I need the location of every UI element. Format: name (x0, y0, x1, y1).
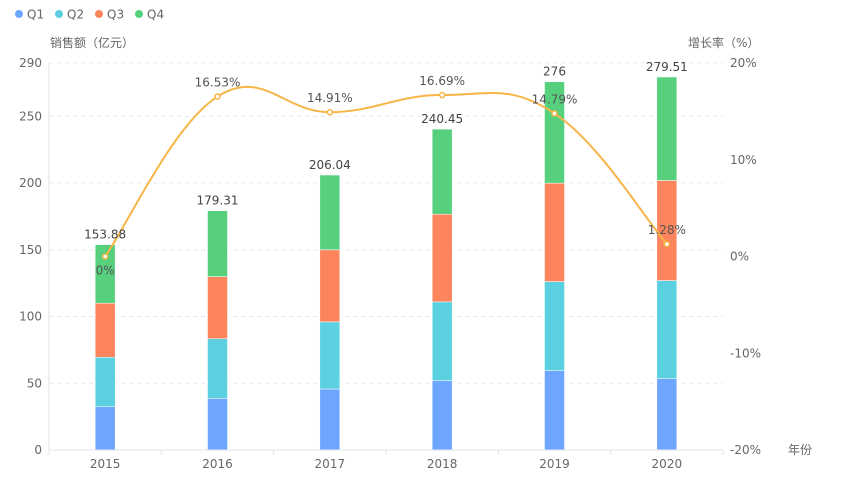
bar-q3-2016 (207, 276, 228, 339)
bar-q1-2017 (319, 388, 341, 451)
bar-q2-2016 (207, 338, 228, 399)
bar-q3-2015 (94, 302, 116, 358)
legend: Q1 Q2 Q3 Q4 (15, 8, 164, 22)
legend-label-q1: Q1 (27, 8, 44, 22)
bar-total-label: 279.51 (646, 60, 688, 74)
legend-marker-q1 (15, 10, 23, 18)
bar-q3-2017 (319, 249, 341, 323)
y-axis-right-title: 增长率（%） (688, 35, 759, 50)
bar-q2-2017 (319, 321, 341, 390)
x-tick-label: 2020 (652, 457, 683, 471)
y-right-tick-label: -20% (730, 443, 761, 457)
y-tick-label: 100 (19, 310, 42, 324)
y-right-tick-label: -10% (730, 346, 761, 360)
growth-rate-label: 14.91% (307, 91, 353, 105)
bar-q2-2018 (431, 301, 453, 381)
bar-total-label: 240.45 (421, 112, 463, 126)
growth-rate-label: 1.28% (648, 223, 686, 237)
bar-q1-2020 (656, 378, 678, 451)
legend-marker-q4 (135, 10, 143, 18)
bar-q3-2019 (544, 182, 565, 282)
x-tick-label: 2015 (90, 457, 121, 471)
x-tick-label: 2019 (539, 457, 570, 471)
bar-q4-2018 (431, 128, 453, 215)
bar-q1-2018 (431, 380, 453, 451)
bar-q4-2019 (544, 81, 565, 184)
x-axis-title: 年份 (788, 443, 812, 457)
growth-rate-label: 0% (96, 264, 115, 278)
bar-q3-2018 (431, 213, 453, 303)
y-right-tick-label: 0% (730, 250, 749, 264)
growth-rate-point-2016 (214, 93, 221, 100)
y-right-tick-label: 10% (730, 153, 757, 167)
y-tick-label: 0 (34, 443, 42, 457)
bar-total-label: 206.04 (309, 158, 351, 172)
bar-q4-2020 (656, 76, 678, 181)
growth-rate-point-2019 (551, 110, 558, 117)
growth-rate-line (104, 85, 668, 258)
bar-q4-2017 (319, 174, 341, 251)
bar-q2-2019 (544, 281, 565, 371)
legend-marker-q2 (55, 10, 63, 18)
growth-rate-label: 16.69% (419, 74, 465, 88)
legend-marker-q3 (95, 10, 103, 18)
bar-q1-2016 (207, 398, 228, 451)
y-axis-title: 销售额（亿元） (50, 35, 134, 50)
y-right-tick-label: 20% (730, 56, 757, 70)
bar-q4-2015 (94, 244, 116, 304)
y-tick-label: 150 (19, 243, 42, 257)
legend-label-q2: Q2 (67, 8, 84, 22)
y-tick-label: 200 (19, 176, 42, 190)
x-tick-label: 2017 (315, 457, 346, 471)
growth-rate-point-2018 (438, 91, 446, 99)
growth-rate-point-2020 (663, 240, 671, 248)
bar-q2-2015 (94, 357, 116, 407)
legend-label-q4: Q4 (147, 8, 164, 22)
growth-rate-point-2017 (326, 108, 334, 116)
growth-rate-label: 16.53% (195, 76, 241, 90)
y-tick-label: 290 (19, 56, 42, 70)
bar-total-label: 153.88 (84, 228, 126, 242)
legend-label-q3: Q3 (107, 8, 124, 22)
bar-total-label: 276 (543, 65, 566, 79)
y-tick-label: 250 (19, 109, 42, 123)
bar-q1-2019 (544, 370, 565, 451)
bar-total-label: 179.31 (197, 194, 239, 208)
growth-rate-point-2015 (101, 253, 109, 260)
bar-q4-2016 (207, 210, 228, 277)
y-tick-label: 50 (27, 376, 42, 390)
x-tick-label: 2018 (427, 457, 458, 471)
growth-rate-label: 14.79% (532, 92, 578, 106)
x-tick-label: 2016 (202, 457, 233, 471)
bar-q1-2015 (94, 406, 116, 451)
bar-q2-2020 (656, 280, 678, 379)
